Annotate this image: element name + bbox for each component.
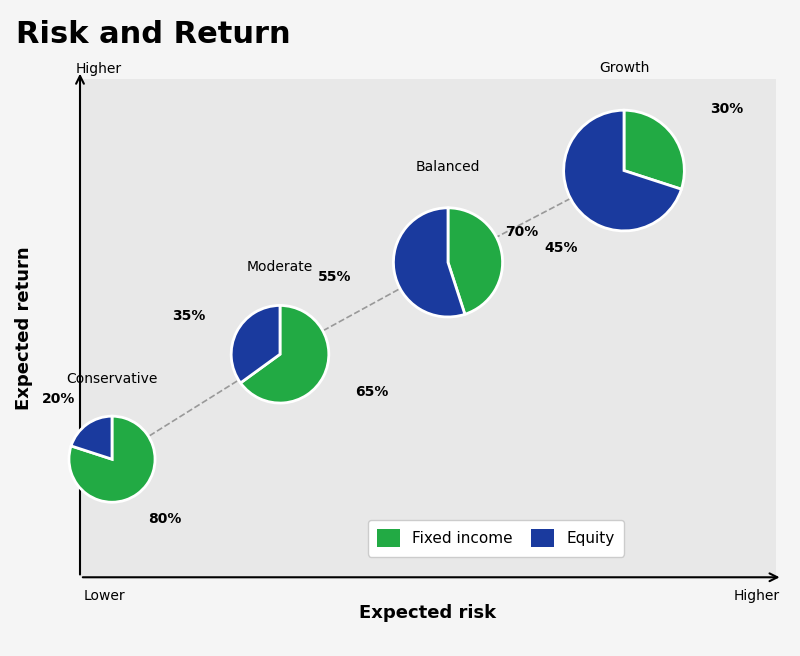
Text: 70%: 70%	[505, 225, 538, 239]
Text: 30%: 30%	[710, 102, 743, 116]
Text: Expected return: Expected return	[15, 246, 33, 410]
Text: Growth: Growth	[599, 62, 649, 75]
Wedge shape	[624, 110, 684, 189]
Wedge shape	[71, 416, 112, 459]
Text: 65%: 65%	[354, 386, 388, 400]
Text: Conservative: Conservative	[66, 372, 158, 386]
Wedge shape	[448, 208, 502, 314]
Text: Balanced: Balanced	[416, 161, 480, 174]
Text: Higher: Higher	[734, 588, 780, 603]
Text: 80%: 80%	[149, 512, 182, 526]
Text: Lower: Lower	[84, 588, 126, 603]
Legend: Fixed income, Equity: Fixed income, Equity	[368, 520, 624, 556]
Wedge shape	[231, 306, 280, 383]
Text: 45%: 45%	[545, 241, 578, 255]
Text: Risk and Return: Risk and Return	[16, 20, 290, 49]
Wedge shape	[241, 306, 329, 403]
Text: 55%: 55%	[318, 270, 351, 284]
Wedge shape	[564, 110, 682, 231]
Wedge shape	[394, 208, 465, 317]
Bar	[80, 79, 776, 577]
Text: 35%: 35%	[172, 309, 206, 323]
Wedge shape	[69, 416, 155, 502]
Text: Higher: Higher	[76, 62, 122, 76]
Text: Moderate: Moderate	[247, 260, 313, 274]
Text: Expected risk: Expected risk	[359, 604, 497, 623]
Text: 20%: 20%	[42, 392, 75, 406]
